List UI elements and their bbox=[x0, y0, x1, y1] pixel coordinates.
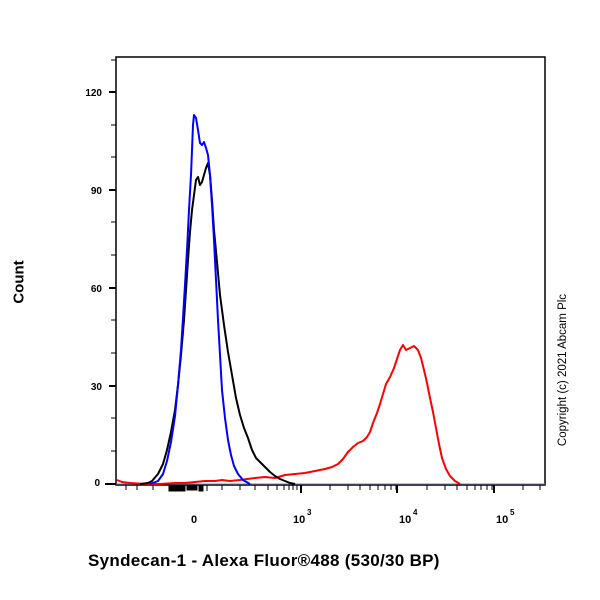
svg-text:60: 60 bbox=[91, 284, 103, 295]
x-axis bbox=[125, 484, 541, 493]
copyright-text: Copyright (c) 2021 Abcam Plc bbox=[557, 293, 569, 447]
x-tick-labels: 0 10 3 10 4 10 5 bbox=[191, 508, 515, 526]
y-tick-labels: 120 90 60 30 0 bbox=[85, 88, 102, 489]
svg-text:0: 0 bbox=[94, 478, 100, 489]
y-axis bbox=[105, 59, 116, 485]
svg-text:10: 10 bbox=[293, 514, 305, 526]
svg-text:90: 90 bbox=[91, 186, 103, 197]
y-axis-label: Count bbox=[4, 232, 34, 332]
copyright-notice: Copyright (c) 2021 Abcam Plc bbox=[553, 250, 573, 490]
svg-text:5: 5 bbox=[510, 508, 515, 517]
svg-text:10: 10 bbox=[399, 514, 411, 526]
svg-text:4: 4 bbox=[413, 508, 418, 517]
svg-text:0: 0 bbox=[191, 514, 197, 526]
y-axis-label-text: Count bbox=[10, 260, 28, 304]
svg-text:3: 3 bbox=[307, 508, 312, 517]
svg-text:10: 10 bbox=[496, 514, 508, 526]
series-blue-isotype bbox=[149, 114, 251, 485]
svg-text:120: 120 bbox=[85, 88, 102, 99]
x-axis-label: Syndecan-1 - Alexa Fluor®488 (530/30 BP) bbox=[88, 551, 440, 570]
series-red-stained bbox=[116, 344, 461, 485]
plot-frame bbox=[115, 56, 546, 486]
svg-text:30: 30 bbox=[91, 382, 103, 393]
